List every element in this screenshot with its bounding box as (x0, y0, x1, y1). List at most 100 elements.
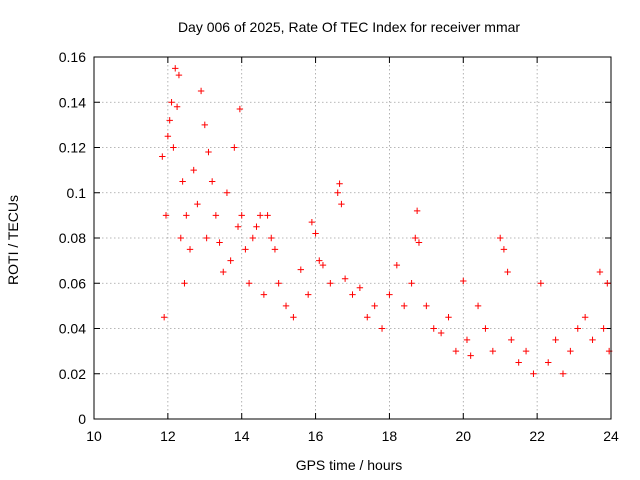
data-point (190, 166, 197, 174)
data-point (208, 178, 216, 185)
data-point (201, 121, 208, 129)
data-point (168, 99, 175, 106)
data-point (164, 132, 172, 140)
y-tick-label: 0.1 (67, 185, 87, 201)
y-tick-label: 0.04 (59, 321, 86, 337)
x-tick-label: 24 (603, 428, 619, 444)
data-point (290, 313, 297, 321)
y-axis-label: ROTI / TECUs (5, 195, 21, 285)
data-point (268, 234, 275, 242)
y-axis-ticks: 0 0.02 0.04 0.06 0.08 0.1 0.12 0.14 0.16 (59, 49, 611, 427)
y-tick-label: 0.16 (59, 49, 86, 65)
data-point (600, 325, 607, 332)
data-point (216, 239, 223, 246)
chart-title: Day 006 of 2025, Rate Of TEC Index for r… (178, 19, 520, 35)
data-point (530, 370, 537, 377)
data-point (162, 212, 170, 219)
data-point (197, 87, 205, 95)
data-point (581, 313, 589, 321)
x-tick-label: 18 (382, 428, 398, 444)
data-point (412, 234, 419, 242)
data-point (194, 200, 201, 208)
data-point (238, 212, 245, 219)
data-point (260, 291, 268, 298)
data-point (253, 223, 260, 230)
data-point (589, 336, 596, 344)
data-point (408, 280, 415, 287)
data-point (205, 148, 212, 156)
data-point (160, 313, 168, 321)
data-point (378, 325, 386, 332)
data-point (545, 359, 552, 366)
data-point (183, 212, 190, 219)
data-point (497, 234, 504, 242)
data-point (423, 302, 430, 310)
x-axis-label: GPS time / hours (296, 457, 403, 473)
data-point (467, 352, 474, 359)
data-point (227, 257, 234, 264)
data-point (341, 275, 349, 282)
data-point (604, 280, 611, 287)
data-point (275, 280, 282, 287)
data-point (312, 230, 319, 237)
data-point (166, 117, 173, 124)
x-tick-label: 16 (308, 428, 324, 444)
x-tick-label: 20 (455, 428, 471, 444)
data-point (242, 246, 249, 253)
data-point (264, 212, 271, 219)
data-point (356, 284, 364, 291)
x-tick-label: 14 (234, 428, 250, 444)
data-point (173, 103, 181, 110)
data-point (234, 223, 242, 230)
x-tick-label: 12 (160, 428, 176, 444)
data-point (463, 336, 471, 344)
plot-frame (93, 56, 612, 420)
data-point (175, 71, 183, 79)
data-point (452, 347, 460, 355)
x-tick-label: 10 (86, 428, 102, 444)
y-tick-label: 0.08 (59, 230, 86, 246)
data-point (203, 234, 210, 242)
data-point (482, 325, 489, 332)
data-point (393, 261, 401, 269)
data-point (334, 189, 341, 196)
data-point (415, 239, 423, 246)
data-point (364, 313, 371, 321)
data-point (236, 105, 244, 113)
data-point (437, 329, 445, 337)
data-point (508, 336, 515, 344)
data-point (308, 218, 316, 226)
data-point (386, 291, 393, 298)
data-points (159, 65, 613, 377)
data-point (474, 302, 482, 310)
data-point (177, 234, 184, 242)
data-point (338, 200, 345, 208)
data-point (504, 268, 511, 276)
data-point (371, 302, 378, 310)
data-point (445, 313, 452, 321)
data-point (413, 207, 421, 215)
data-point (500, 246, 508, 253)
data-point (179, 178, 186, 185)
data-point (349, 291, 356, 298)
data-point (297, 266, 304, 273)
data-point (401, 302, 408, 310)
data-point (522, 347, 530, 355)
y-tick-label: 0.12 (59, 140, 86, 156)
y-tick-label: 0.14 (59, 94, 86, 110)
data-point (515, 359, 522, 366)
data-point (159, 153, 166, 160)
data-point (336, 180, 343, 187)
data-point (537, 280, 545, 287)
data-point (249, 234, 256, 242)
data-point (170, 144, 177, 151)
y-tick-label: 0.02 (59, 366, 86, 382)
data-point (489, 347, 497, 355)
data-point (256, 212, 264, 219)
data-point (567, 347, 574, 355)
x-axis-ticks: 10 12 14 16 18 20 22 24 (86, 57, 619, 444)
data-point (186, 246, 194, 253)
data-point (181, 280, 188, 287)
data-point (460, 277, 467, 285)
data-point (316, 257, 323, 264)
